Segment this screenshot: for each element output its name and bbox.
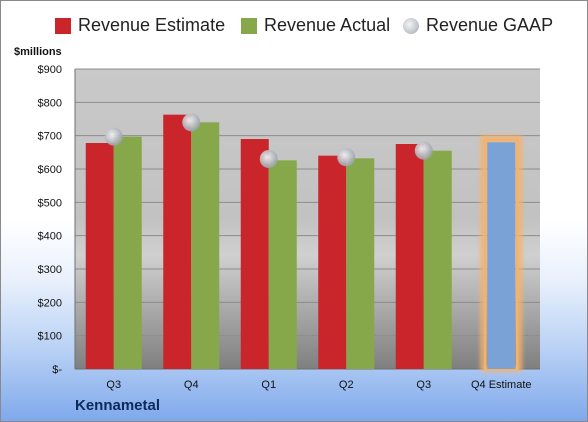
marker-revenue-gaap <box>182 113 201 132</box>
bar-revenue-actual <box>268 160 297 369</box>
company-name: Kennametal <box>75 397 161 414</box>
x-axis-ticks: Q3 Q4 Q1 Q2 Q3 Q4 Estimate <box>106 379 531 391</box>
y-tick-label: $600 <box>38 164 62 176</box>
marker-revenue-gaap <box>259 150 278 168</box>
x-tick-label: Q2 <box>339 379 354 391</box>
y-axis-ticks: $- $100 $200 $300 $400 $500 $600 $700 $800 $900 <box>38 64 63 376</box>
marker-revenue-gaap <box>414 141 433 160</box>
bar-revenue-actual <box>346 158 375 369</box>
bar-revenue-actual <box>423 150 452 369</box>
marker-revenue-gaap <box>104 127 123 146</box>
legend-swatch-estimate <box>55 17 71 34</box>
x-tick-label: Q4 <box>184 379 199 391</box>
bar-revenue-estimate <box>395 144 424 369</box>
y-tick-label: $900 <box>38 64 62 76</box>
x-tick-label: Q1 <box>261 379 276 391</box>
legend-label-estimate: Revenue Estimate <box>78 15 226 35</box>
gaap-markers <box>104 113 433 168</box>
x-tick-label: Q3 <box>416 379 431 391</box>
x-tick-label: Q3 <box>106 379 121 391</box>
legend-item-estimate: Revenue Estimate <box>55 15 225 36</box>
bar-revenue-estimate <box>163 114 192 370</box>
legend-label-gaap: Revenue GAAP <box>426 15 554 35</box>
y-tick-label: $100 <box>38 331 62 343</box>
y-tick-label: $- <box>52 364 62 376</box>
plot-area <box>75 69 540 369</box>
marker-revenue-gaap <box>337 148 356 167</box>
bar-revenue-actual <box>113 136 142 369</box>
y-tick-label: $500 <box>38 197 62 209</box>
y-axis-unit-label: $millions <box>14 46 62 58</box>
legend-item-gaap: Revenue GAAP <box>403 15 553 36</box>
gridlines <box>74 68 540 370</box>
bar-revenue-estimate <box>240 139 269 369</box>
bar-revenue-actual <box>191 122 220 369</box>
y-tick-label: $200 <box>38 297 62 309</box>
bar-revenue-estimate <box>85 143 114 369</box>
legend-item-actual: Revenue Actual <box>241 15 390 36</box>
legend-label-actual: Revenue Actual <box>264 15 391 35</box>
x-tick-label: Q4 Estimate <box>471 379 532 391</box>
y-tick-label: $800 <box>38 97 62 109</box>
legend-marker-gaap <box>403 17 419 34</box>
bars <box>85 114 522 372</box>
y-tick-label: $300 <box>38 264 62 276</box>
legend: Revenue Estimate Revenue Actual Revenue … <box>1 15 587 45</box>
legend-swatch-actual <box>241 17 257 34</box>
y-tick-label: $400 <box>38 231 62 243</box>
bar-revenue-forecast <box>487 142 516 369</box>
y-tick-label: $700 <box>38 131 62 143</box>
bar-revenue-estimate <box>318 155 347 369</box>
